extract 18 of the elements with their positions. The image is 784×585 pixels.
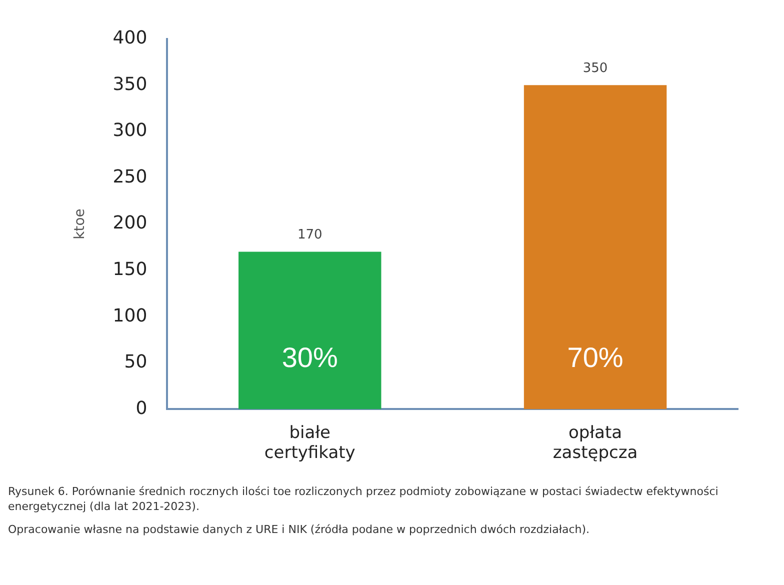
data-label: 350 [582, 60, 608, 76]
annotation: 30% [282, 342, 338, 373]
y-tick-label: 0 [136, 398, 148, 419]
y-tick-label: 350 [112, 74, 148, 95]
text: Rysunek 6. Porównanie średnich rocznych ilości toe rozliczonych przez podmioty zobowiązane w postaci świadectw efektywności energetycznej (dla lat 2021-2023). [8, 484, 720, 514]
y-tick-label: 300 [112, 120, 148, 142]
annotation: 70% [567, 342, 624, 373]
y-tick-label: 200 [112, 212, 148, 234]
y-tick-label: 50 [124, 352, 148, 373]
text: Opracowanie własne na podstawie danych z URE i NIK (źródła podane w poprzednich dwóch rozdziałach). [8, 522, 591, 537]
data-label: 170 [297, 228, 322, 243]
y-tick-label: 100 [112, 305, 148, 326]
y-tick-label: 150 [112, 258, 148, 280]
y-tick-label: 250 [112, 166, 148, 188]
x-tick-label: białe certyfikaty [264, 422, 356, 464]
x-tick-label: opłata zastępcza [552, 422, 638, 464]
y-tick-label: 400 [112, 27, 148, 48]
y-axis-title: ktoe [72, 208, 88, 240]
